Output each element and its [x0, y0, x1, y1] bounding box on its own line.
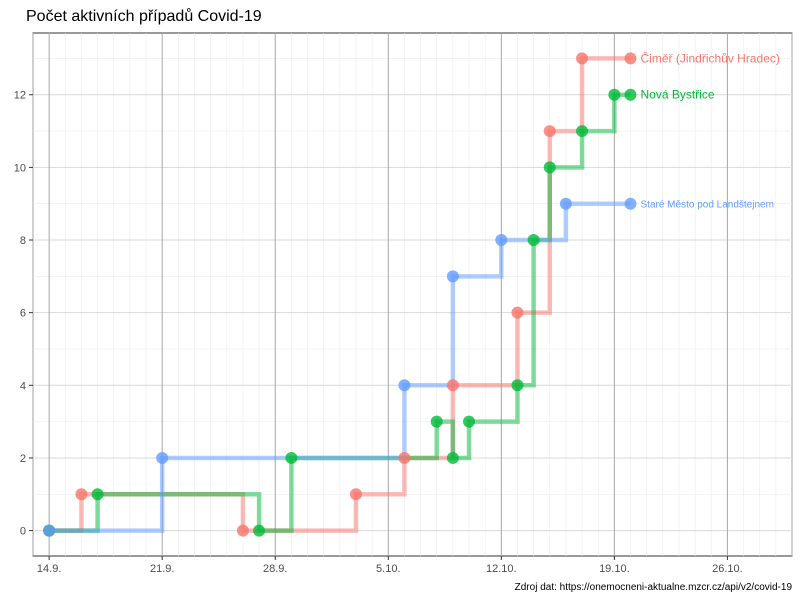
series-line	[49, 201, 631, 533]
data-point	[253, 524, 266, 537]
x-tick-label: 26.10.	[712, 563, 743, 575]
data-point	[495, 234, 508, 247]
data-point	[446, 379, 459, 392]
chart-title: Počet aktivních případů Covid-19	[26, 7, 262, 25]
data-point	[446, 451, 459, 464]
axis-layer: 0 2 4 6 8 10 12 14.9. 21.9. 28.9. 5.10. 12.10. 19.10…	[14, 90, 743, 575]
data-point	[398, 451, 411, 464]
y-tick-label: 12	[14, 90, 26, 102]
series-layer	[43, 52, 637, 537]
data-point	[43, 524, 56, 537]
data-point	[398, 379, 411, 392]
data-point	[543, 125, 556, 138]
data-point	[624, 52, 637, 65]
data-point	[511, 306, 524, 319]
data-point	[446, 270, 459, 283]
data-point	[608, 88, 621, 101]
y-tick-label: 6	[20, 308, 26, 320]
x-tick-label: 12.10.	[486, 563, 517, 575]
x-tick-label: 5.10.	[376, 563, 400, 575]
data-point	[463, 415, 476, 428]
data-point	[576, 125, 589, 138]
y-tick-label: 2	[20, 453, 26, 465]
y-tick-label: 10	[14, 162, 26, 174]
data-point	[543, 161, 556, 174]
data-point	[559, 197, 572, 210]
chart-caption: Zdroj dat: https://onemocneni-aktualne.m…	[515, 582, 793, 593]
series-label: Čiměř (Jindřichův Hradec)	[641, 50, 780, 65]
data-point	[156, 451, 169, 464]
x-tick-label: 14.9.	[37, 563, 61, 575]
data-point	[624, 88, 637, 101]
x-tick-label: 21.9.	[150, 563, 174, 575]
x-tick-label: 19.10.	[599, 563, 630, 575]
x-tick-label: 28.9.	[263, 563, 287, 575]
data-point	[430, 415, 443, 428]
data-point	[576, 52, 589, 65]
series-label: Nová Bystřice	[641, 88, 715, 102]
data-point	[236, 524, 249, 537]
data-point	[349, 488, 362, 501]
data-point	[91, 488, 104, 501]
data-point	[75, 488, 88, 501]
series-label: Staré Město pod Landštejnem	[641, 200, 774, 211]
y-tick-label: 8	[20, 235, 26, 247]
label-layer: Čiměř (Jindřichův Hradec) Nová Bystřice St…	[641, 50, 780, 210]
y-tick-label: 4	[20, 380, 26, 392]
data-point	[624, 197, 637, 210]
data-point	[527, 234, 540, 247]
data-point	[285, 451, 298, 464]
y-tick-label: 0	[20, 526, 26, 538]
plot-panel	[32, 32, 793, 557]
series-line	[49, 92, 631, 533]
data-point	[511, 379, 524, 392]
